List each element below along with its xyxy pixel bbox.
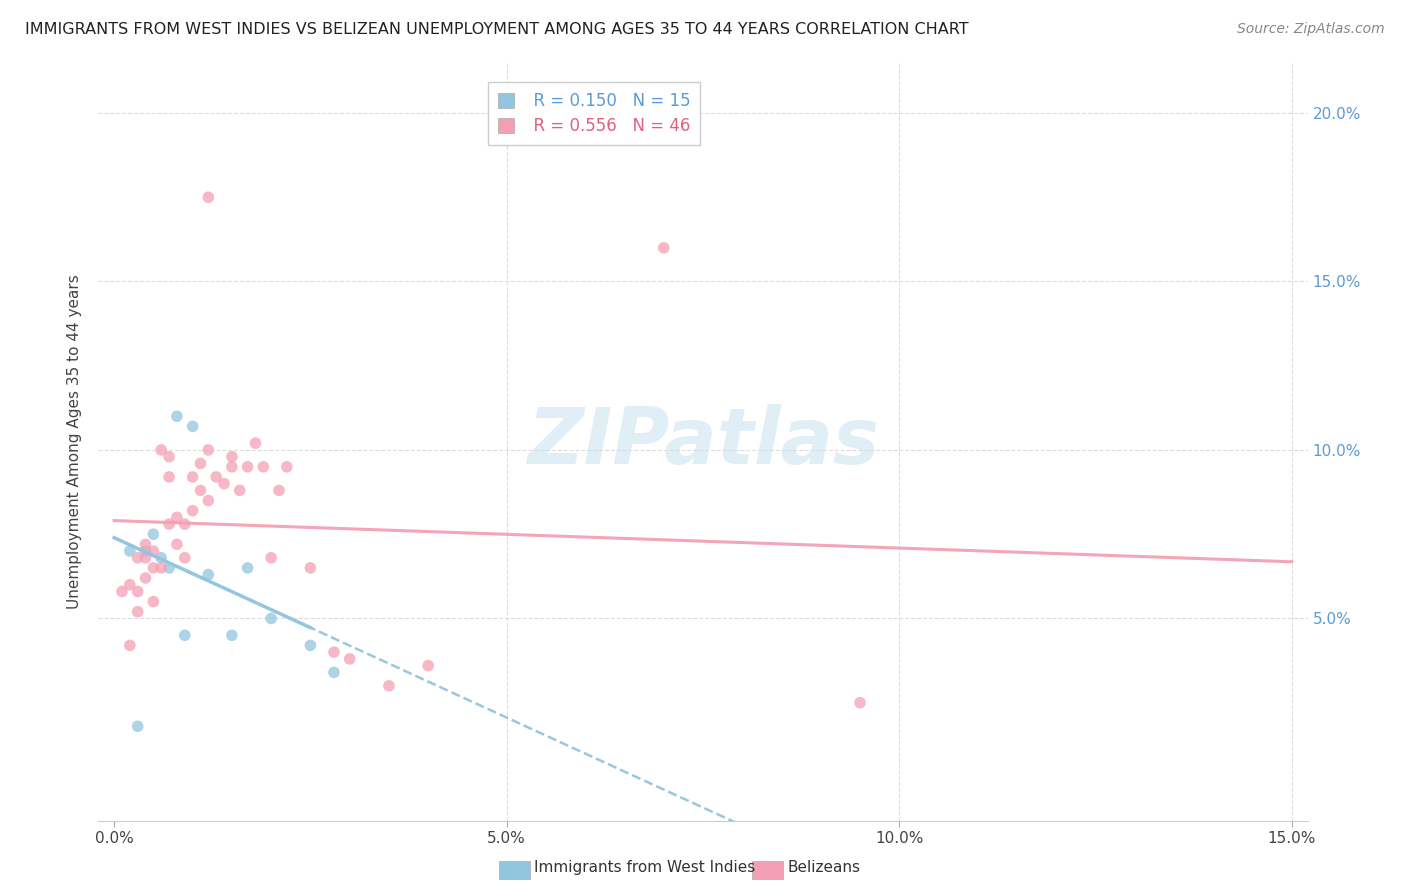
- Point: [212, 476, 235, 491]
- Point: [118, 544, 141, 558]
- Point: [157, 517, 180, 532]
- Point: [229, 483, 252, 498]
- Point: [197, 493, 219, 508]
- Point: [197, 567, 219, 582]
- Point: [118, 639, 141, 653]
- Y-axis label: Unemployment Among Ages 35 to 44 years: Unemployment Among Ages 35 to 44 years: [67, 274, 83, 609]
- Point: [181, 419, 204, 434]
- Point: [323, 645, 346, 659]
- Point: [118, 578, 141, 592]
- Point: [849, 696, 872, 710]
- Point: [378, 679, 401, 693]
- Point: [111, 584, 134, 599]
- Point: [221, 450, 243, 464]
- Text: Source: ZipAtlas.com: Source: ZipAtlas.com: [1237, 22, 1385, 37]
- Point: [135, 537, 157, 551]
- Point: [190, 483, 212, 498]
- Point: [173, 628, 195, 642]
- Point: [260, 611, 283, 625]
- Point: [173, 550, 195, 565]
- Point: [181, 470, 204, 484]
- Point: [142, 561, 165, 575]
- Point: [157, 561, 180, 575]
- Point: [166, 537, 188, 551]
- Point: [142, 594, 165, 608]
- Point: [127, 605, 149, 619]
- Text: Immigrants from West Indies: Immigrants from West Indies: [534, 860, 755, 874]
- Point: [150, 561, 173, 575]
- Point: [157, 450, 180, 464]
- Point: [652, 241, 675, 255]
- Point: [197, 190, 219, 204]
- Point: [260, 550, 283, 565]
- Point: [166, 510, 188, 524]
- Point: [276, 459, 298, 474]
- Point: [221, 628, 243, 642]
- Point: [135, 571, 157, 585]
- Point: [252, 459, 274, 474]
- Point: [205, 470, 228, 484]
- Point: [418, 658, 440, 673]
- Point: [245, 436, 267, 450]
- Legend:   R = 0.150   N = 15,   R = 0.556   N = 46: R = 0.150 N = 15, R = 0.556 N = 46: [488, 82, 700, 145]
- Point: [197, 442, 219, 457]
- Point: [267, 483, 290, 498]
- Point: [157, 470, 180, 484]
- Point: [142, 527, 165, 541]
- Point: [127, 584, 149, 599]
- Point: [173, 517, 195, 532]
- Point: [299, 561, 322, 575]
- Point: [181, 503, 204, 517]
- Point: [190, 457, 212, 471]
- Point: [236, 459, 259, 474]
- Point: [236, 561, 259, 575]
- Point: [221, 459, 243, 474]
- Point: [166, 409, 188, 424]
- Point: [127, 719, 149, 733]
- Point: [299, 639, 322, 653]
- Point: [142, 544, 165, 558]
- Point: [150, 550, 173, 565]
- Point: [323, 665, 346, 680]
- Text: Belizeans: Belizeans: [787, 860, 860, 874]
- Point: [339, 652, 361, 666]
- Point: [135, 550, 157, 565]
- Point: [127, 550, 149, 565]
- Point: [150, 442, 173, 457]
- Point: [135, 544, 157, 558]
- Text: IMMIGRANTS FROM WEST INDIES VS BELIZEAN UNEMPLOYMENT AMONG AGES 35 TO 44 YEARS C: IMMIGRANTS FROM WEST INDIES VS BELIZEAN …: [25, 22, 969, 37]
- Text: ZIPatlas: ZIPatlas: [527, 403, 879, 480]
